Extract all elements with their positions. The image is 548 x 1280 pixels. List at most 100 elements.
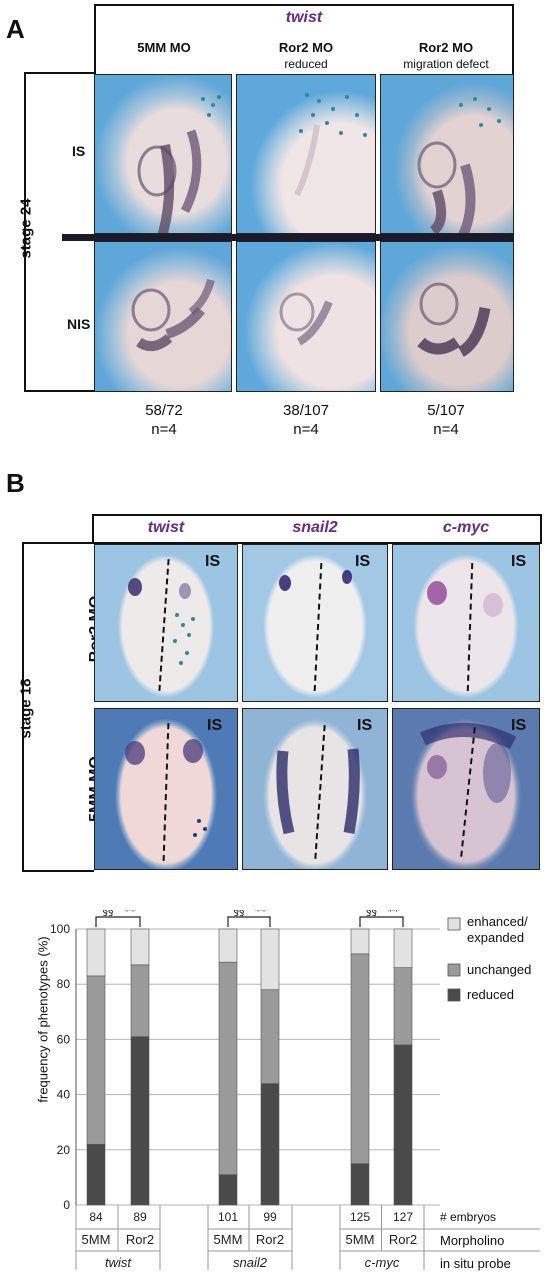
bar-twist-5MM-reduced (86, 1143, 106, 1206)
significance-stars-c-myc: ** (388, 910, 400, 918)
embryo-image-a-1-is (94, 74, 232, 234)
bar-c-myc-Ror2-unchanged (393, 967, 413, 1046)
panel-a-row-nis: NIS (67, 316, 91, 332)
bar-twist-Ror2-enhanced (130, 928, 150, 966)
morpholino-label-twist-5MM: 5MM (82, 1232, 111, 1247)
phenotype-chart: 0 20 40 60 80 100 84 5MM 89 Ror2 twist §§ ** 101 5MM 99… (50, 910, 540, 1270)
panel-a-divider (62, 234, 514, 241)
is-tag-b-6: IS (511, 717, 527, 734)
is-tag-b-5: IS (357, 717, 373, 734)
is-tag-b-4: IS (207, 717, 223, 734)
panel-a-probe-title: twist (285, 9, 323, 26)
embryo-count-snail2-Ror2: 99 (263, 1210, 277, 1224)
morpholino-label-snail2-Ror2: Ror2 (256, 1232, 284, 1247)
row-label-probe: in situ probe (440, 1256, 511, 1271)
panel-b-header (92, 514, 542, 544)
probe-label-twist: twist (105, 1255, 132, 1270)
bar-snail2-5MM-reduced (218, 1174, 238, 1206)
is-tag-b-2: IS (355, 553, 371, 570)
ytick-label-20: 20 (57, 1143, 71, 1157)
bar-twist-5MM-unchanged (86, 975, 106, 1145)
panel-a-col1-title: 5MM MO (137, 40, 191, 55)
probe-label-snail2: snail2 (233, 1255, 268, 1270)
embryo-image-b-snail2-ror2: IS (242, 544, 388, 702)
panel-a-col3-title: Ror2 MO (418, 40, 474, 55)
panel-a-letter: A (6, 14, 25, 44)
legend-swatch-1 (447, 963, 461, 977)
morpholino-label-c-myc-Ror2: Ror2 (389, 1232, 417, 1247)
embryo-count-twist-Ror2: 89 (133, 1210, 147, 1224)
row-label-embryos: # embryos (440, 1210, 497, 1224)
embryo-image-a-2-nis (236, 241, 376, 392)
bar-c-myc-Ror2-enhanced (393, 928, 413, 968)
bar-snail2-Ror2-reduced (260, 1083, 280, 1206)
count-a-1-n: n=4 (151, 421, 177, 438)
embryo-image-b-twist-5mm: IS (94, 708, 238, 870)
panel-a-col2-title: Ror2 MO (278, 40, 334, 55)
ytick-label-0: 0 (63, 1198, 70, 1212)
legend-swatch-2 (447, 988, 461, 1002)
bar-snail2-Ror2-unchanged (260, 989, 280, 1084)
embryo-count-c-myc-5MM: 125 (350, 1210, 370, 1224)
bar-c-myc-Ror2-reduced (393, 1044, 413, 1206)
bar-snail2-Ror2-enhanced (260, 928, 280, 991)
embryo-image-a-1-nis (94, 241, 232, 392)
count-a-3-n: n=4 (433, 421, 459, 438)
embryo-image-b-cmyc-5mm: IS (392, 708, 540, 870)
ytick-label-80: 80 (57, 977, 71, 991)
bar-twist-Ror2-reduced (130, 1036, 150, 1206)
panel-a-col3-subtitle: migration defect (403, 57, 489, 71)
ytick-label-100: 100 (50, 922, 70, 936)
significance-section-snail2: §§ (234, 910, 245, 918)
embryo-image-a-2-is (236, 74, 376, 234)
bar-twist-5MM-enhanced (86, 928, 106, 977)
bar-c-myc-5MM-reduced (350, 1163, 370, 1206)
is-tag-b-3: IS (511, 553, 527, 570)
embryo-image-b-snail2-5mm: IS (242, 708, 388, 870)
panel-a-header (94, 4, 514, 76)
significance-bracket-c-myc (359, 916, 404, 927)
bar-snail2-5MM-unchanged (218, 961, 238, 1175)
embryo-image-b-twist-ror2: IS (94, 544, 238, 702)
is-tag-b-1: IS (205, 553, 221, 570)
bar-snail2-5MM-enhanced (218, 928, 238, 963)
count-a-2-ratio: 38/107 (283, 402, 329, 419)
ytick-label-60: 60 (57, 1032, 71, 1046)
panel-b-side-box (22, 542, 94, 872)
panel-a-stage-label: stage 24 (17, 198, 35, 259)
morpholino-label-c-myc-5MM: 5MM (346, 1232, 375, 1247)
panel-b-probe-cmyc: c-myc (442, 519, 490, 536)
panel-b-probe-twist: twist (147, 519, 185, 536)
panel-a-col2-subtitle: reduced (284, 57, 328, 71)
significance-section-twist: §§ (103, 910, 114, 918)
morpholino-label-twist-Ror2: Ror2 (126, 1232, 154, 1247)
legend-enhanced-label: enhanced/ expanded (467, 914, 528, 945)
significance-stars-twist: ** (124, 910, 136, 918)
legend-swatch-0 (447, 917, 461, 931)
embryo-count-twist-5MM: 84 (89, 1210, 103, 1224)
embryo-image-a-3-nis (380, 241, 514, 392)
morpholino-label-snail2-5MM: 5MM (214, 1232, 243, 1247)
panel-a-side-box (24, 72, 96, 392)
panel-b-letter: B (6, 468, 25, 498)
significance-stars-snail2: ** (255, 910, 267, 918)
significance-section-c-myc: §§ (366, 910, 377, 918)
bar-c-myc-5MM-unchanged (350, 953, 370, 1164)
count-a-3-ratio: 5/107 (427, 402, 465, 419)
legend-reduced-label: reduced (467, 987, 514, 1002)
bar-c-myc-5MM-enhanced (350, 928, 370, 955)
panel-b-stage-label: stage 18 (17, 678, 35, 739)
probe-label-c-myc: c-myc (365, 1255, 400, 1270)
embryo-image-b-cmyc-ror2: IS (392, 544, 540, 702)
count-a-2-n: n=4 (293, 421, 319, 438)
count-a-1-ratio: 58/72 (145, 402, 183, 419)
ytick-label-40: 40 (57, 1088, 71, 1102)
bar-twist-Ror2-unchanged (130, 964, 150, 1037)
embryo-count-snail2-5MM: 101 (218, 1210, 238, 1224)
legend-unchanged-label: unchanged (467, 962, 532, 977)
significance-bracket-snail2 (227, 916, 271, 927)
row-label-morpholino: Morpholino (440, 1233, 505, 1248)
embryo-count-c-myc-Ror2: 127 (393, 1210, 413, 1224)
panel-b-probe-snail2: snail2 (292, 519, 338, 536)
panel-a-row-is: IS (72, 143, 86, 159)
